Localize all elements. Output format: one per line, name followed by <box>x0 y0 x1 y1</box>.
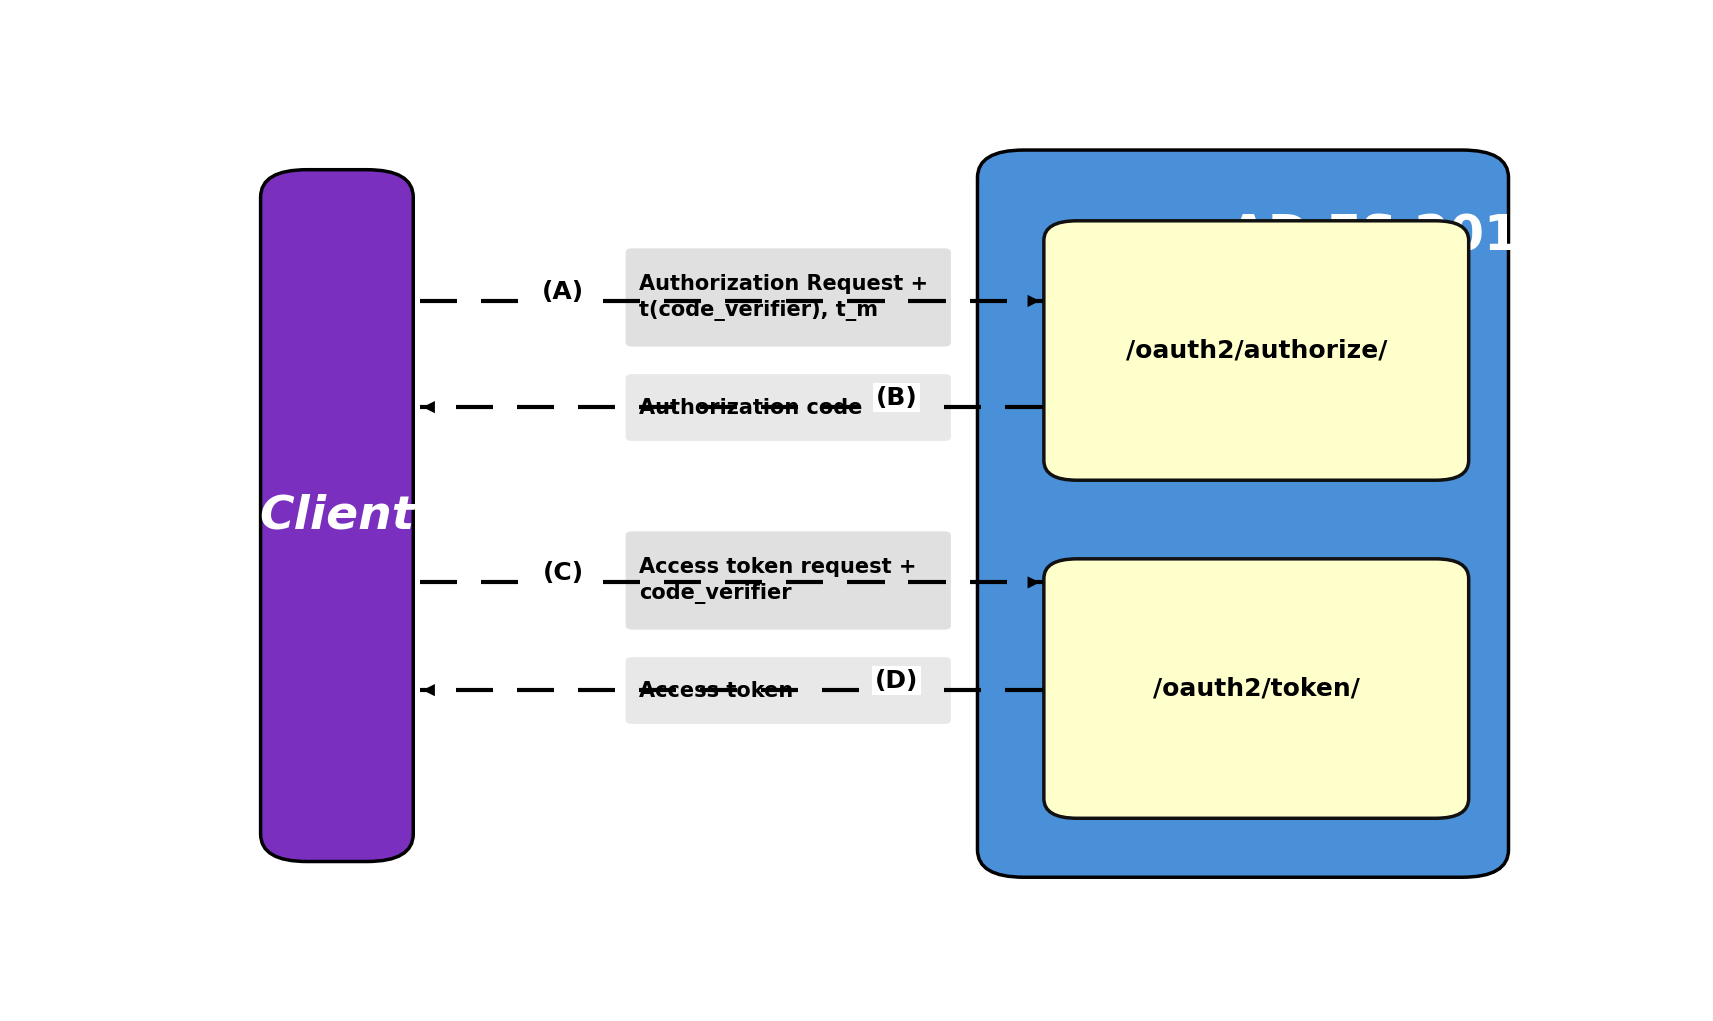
FancyBboxPatch shape <box>625 248 951 346</box>
Text: Authorization Request +
t(code_verifier), t_m: Authorization Request + t(code_verifier)… <box>639 274 928 322</box>
FancyBboxPatch shape <box>1043 558 1468 818</box>
Text: Authorization code: Authorization code <box>639 397 862 418</box>
FancyBboxPatch shape <box>260 169 413 862</box>
FancyBboxPatch shape <box>625 531 951 630</box>
FancyBboxPatch shape <box>978 150 1509 877</box>
Text: (C): (C) <box>543 561 584 585</box>
Text: AD FS 2019: AD FS 2019 <box>1230 212 1554 260</box>
FancyBboxPatch shape <box>625 658 951 724</box>
FancyBboxPatch shape <box>625 374 951 441</box>
Text: Client: Client <box>259 493 415 538</box>
Text: (B): (B) <box>875 386 918 409</box>
Text: Access token: Access token <box>639 681 793 700</box>
Text: (A): (A) <box>543 280 584 303</box>
Text: /oauth2/authorize/: /oauth2/authorize/ <box>1125 339 1388 362</box>
FancyBboxPatch shape <box>1043 221 1468 480</box>
Text: Access token request +
code_verifier: Access token request + code_verifier <box>639 556 916 604</box>
Text: /oauth2/token/: /oauth2/token/ <box>1153 677 1360 700</box>
Text: (D): (D) <box>875 669 918 692</box>
